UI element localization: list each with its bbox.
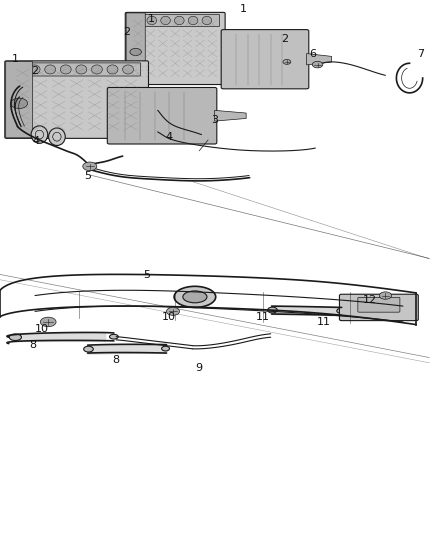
Text: 11: 11 bbox=[256, 312, 270, 321]
Ellipse shape bbox=[183, 291, 207, 303]
Ellipse shape bbox=[174, 17, 184, 25]
Ellipse shape bbox=[29, 65, 40, 74]
FancyBboxPatch shape bbox=[13, 63, 141, 76]
Polygon shape bbox=[307, 53, 332, 65]
Text: 8: 8 bbox=[29, 340, 36, 350]
Text: 5: 5 bbox=[143, 270, 150, 280]
Ellipse shape bbox=[130, 49, 141, 55]
Ellipse shape bbox=[133, 17, 143, 25]
Ellipse shape bbox=[92, 65, 102, 74]
Ellipse shape bbox=[202, 17, 212, 25]
Ellipse shape bbox=[76, 65, 87, 74]
Ellipse shape bbox=[147, 108, 169, 132]
Text: 5: 5 bbox=[84, 171, 91, 181]
Ellipse shape bbox=[147, 17, 157, 25]
Polygon shape bbox=[215, 110, 246, 121]
Ellipse shape bbox=[60, 65, 71, 74]
Text: 1: 1 bbox=[148, 14, 155, 24]
Ellipse shape bbox=[45, 65, 56, 74]
Ellipse shape bbox=[123, 65, 134, 74]
Ellipse shape bbox=[162, 346, 170, 351]
FancyBboxPatch shape bbox=[107, 87, 217, 144]
Text: 4: 4 bbox=[32, 136, 39, 146]
Text: 1: 1 bbox=[240, 4, 247, 14]
FancyBboxPatch shape bbox=[6, 61, 33, 138]
Circle shape bbox=[40, 317, 56, 327]
Ellipse shape bbox=[14, 65, 25, 74]
Ellipse shape bbox=[49, 128, 65, 146]
Ellipse shape bbox=[337, 309, 345, 313]
Circle shape bbox=[83, 162, 97, 171]
Text: 4: 4 bbox=[165, 132, 172, 142]
Text: 2: 2 bbox=[124, 27, 131, 37]
Circle shape bbox=[166, 308, 180, 316]
Ellipse shape bbox=[11, 98, 28, 109]
FancyBboxPatch shape bbox=[126, 13, 145, 84]
Text: 12: 12 bbox=[363, 295, 377, 304]
Ellipse shape bbox=[110, 334, 118, 339]
FancyBboxPatch shape bbox=[131, 14, 219, 27]
Ellipse shape bbox=[31, 126, 48, 143]
Circle shape bbox=[379, 292, 392, 299]
FancyBboxPatch shape bbox=[221, 30, 309, 89]
Ellipse shape bbox=[188, 17, 198, 25]
Circle shape bbox=[283, 60, 291, 64]
FancyBboxPatch shape bbox=[339, 294, 418, 321]
Ellipse shape bbox=[268, 307, 277, 313]
Text: 2: 2 bbox=[32, 66, 39, 76]
Text: 10: 10 bbox=[35, 324, 49, 334]
Circle shape bbox=[312, 61, 323, 68]
Ellipse shape bbox=[107, 65, 118, 74]
Text: 1: 1 bbox=[12, 54, 19, 64]
Text: 7: 7 bbox=[417, 49, 424, 59]
Text: 10: 10 bbox=[162, 312, 176, 322]
Text: 6: 6 bbox=[310, 49, 317, 59]
Ellipse shape bbox=[174, 286, 216, 308]
Text: 3: 3 bbox=[211, 115, 218, 125]
FancyBboxPatch shape bbox=[5, 61, 148, 139]
Ellipse shape bbox=[9, 334, 21, 341]
Ellipse shape bbox=[84, 346, 93, 352]
Text: 2: 2 bbox=[281, 34, 288, 44]
Text: 8: 8 bbox=[113, 355, 120, 365]
Ellipse shape bbox=[161, 17, 170, 25]
FancyBboxPatch shape bbox=[125, 12, 225, 85]
FancyBboxPatch shape bbox=[358, 297, 400, 312]
Text: 11: 11 bbox=[317, 317, 331, 327]
Text: 9: 9 bbox=[196, 363, 203, 373]
